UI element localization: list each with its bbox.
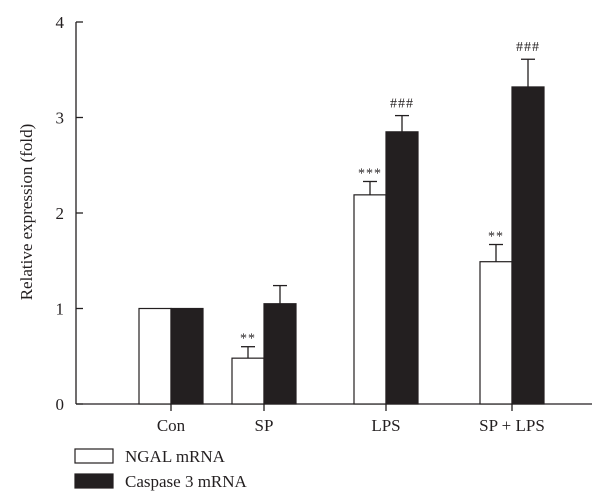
bars xyxy=(138,58,545,405)
significance-star: *** xyxy=(358,166,382,181)
legend-swatch-ngal xyxy=(74,448,114,464)
y-tick-label: 3 xyxy=(56,109,65,128)
x-tick-label: Con xyxy=(157,416,186,435)
significance-star: ** xyxy=(240,332,256,347)
y-tick-label: 1 xyxy=(56,300,65,319)
caspase3-bar xyxy=(385,131,419,405)
ngal-bar xyxy=(138,307,172,405)
x-tick-label: SP xyxy=(255,416,274,435)
caspase3-bar xyxy=(170,307,204,405)
legend-swatch-caspase3 xyxy=(74,473,114,489)
legend-label-ngal: NGAL mRNA xyxy=(125,447,226,466)
annotations: *******###### xyxy=(240,40,540,347)
ngal-bar xyxy=(231,357,265,405)
significance-hash: ### xyxy=(516,40,540,55)
caspase3-bar xyxy=(263,303,297,405)
legend: NGAL mRNA Caspase 3 mRNA xyxy=(74,447,248,491)
y-axis-title: Relative expression (fold) xyxy=(17,124,36,301)
significance-star: ** xyxy=(488,230,504,245)
x-tick-label: SP + LPS xyxy=(479,416,545,435)
y-tick-label: 0 xyxy=(56,395,65,414)
ngal-bar xyxy=(353,194,387,405)
significance-hash: ### xyxy=(390,97,414,112)
x-tick-label: LPS xyxy=(371,416,400,435)
legend-label-caspase3: Caspase 3 mRNA xyxy=(125,472,248,491)
caspase3-bar xyxy=(511,86,545,405)
ngal-bar xyxy=(479,261,513,405)
y-tick-label: 2 xyxy=(56,204,65,223)
y-tick-label: 4 xyxy=(56,13,65,32)
